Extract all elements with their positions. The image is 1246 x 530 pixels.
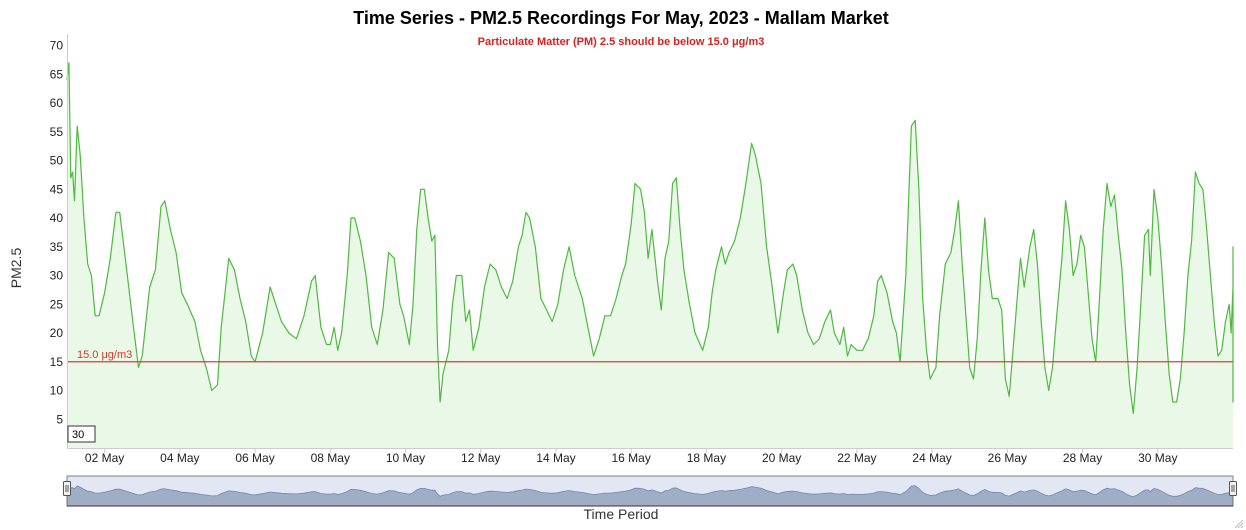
navigator-selection[interactable]: [66, 475, 1234, 507]
x-tick-label: 20 May: [762, 451, 801, 465]
range-selector[interactable]: 30: [67, 425, 96, 443]
y-tick-label: 45: [50, 182, 64, 196]
navigator-series-area: [66, 483, 1234, 507]
plot-area: 15.0 μg/m3: [66, 62, 1234, 449]
y-tick-label: 25: [50, 297, 64, 311]
resize-grip-icon[interactable]: [1234, 519, 1244, 529]
y-tick-label: 20: [50, 326, 64, 340]
y-tick-label: 40: [50, 211, 64, 225]
y-tick-label: 70: [50, 39, 64, 53]
x-tick-label: 02 May: [85, 451, 124, 465]
x-tick-label: 10 May: [386, 451, 425, 465]
navigator-left-handle[interactable]: [63, 481, 71, 496]
x-tick-label: 16 May: [612, 451, 651, 465]
y-axis-label: PM2.5: [8, 248, 24, 289]
x-tick-label: 22 May: [837, 451, 876, 465]
y-tick-label: 65: [50, 67, 64, 81]
x-tick-label: 26 May: [988, 451, 1027, 465]
chart-title: Time Series - PM2.5 Recordings For May, …: [353, 8, 889, 28]
y-tick-label: 5: [56, 412, 63, 426]
x-tick-label: 14 May: [536, 451, 575, 465]
x-axis-label: Time Period: [584, 506, 659, 522]
x-tick-label: 30 May: [1138, 451, 1177, 465]
navigator-right-handle[interactable]: [1229, 481, 1237, 496]
x-tick-label: 08 May: [311, 451, 350, 465]
reference-line-label: 15.0 μg/m3: [77, 349, 132, 361]
x-tick-label: 28 May: [1063, 451, 1102, 465]
x-axis-ticks: 02 May 04 May 06 May 08 May 10 May 12 May 14 M…: [85, 448, 1177, 465]
range-selector-box[interactable]: [67, 425, 96, 443]
chart-subtitle: Particulate Matter (PM) 2.5 should be be…: [478, 36, 765, 48]
y-tick-label: 10: [50, 384, 64, 398]
y-axis-ticks: 5 10 15 20 25 30 35 40 45 50 55 60 65 70: [50, 39, 64, 427]
x-tick-label: 18 May: [687, 451, 726, 465]
x-tick-label: 04 May: [160, 451, 199, 465]
series-line: [66, 62, 1234, 415]
y-tick-label: 35: [50, 240, 64, 254]
y-tick-label: 50: [50, 154, 64, 168]
y-tick-label: 15: [50, 355, 64, 369]
x-tick-label: 06 May: [235, 451, 274, 465]
x-tick-label: 12 May: [461, 451, 500, 465]
y-tick-label: 30: [50, 269, 64, 283]
x-tick-label: 24 May: [912, 451, 951, 465]
y-tick-label: 55: [50, 125, 64, 139]
series-area-fill: [67, 62, 1233, 449]
range-selector-value: 30: [72, 429, 84, 441]
y-tick-label: 60: [50, 96, 64, 110]
navigator[interactable]: [63, 475, 1237, 507]
